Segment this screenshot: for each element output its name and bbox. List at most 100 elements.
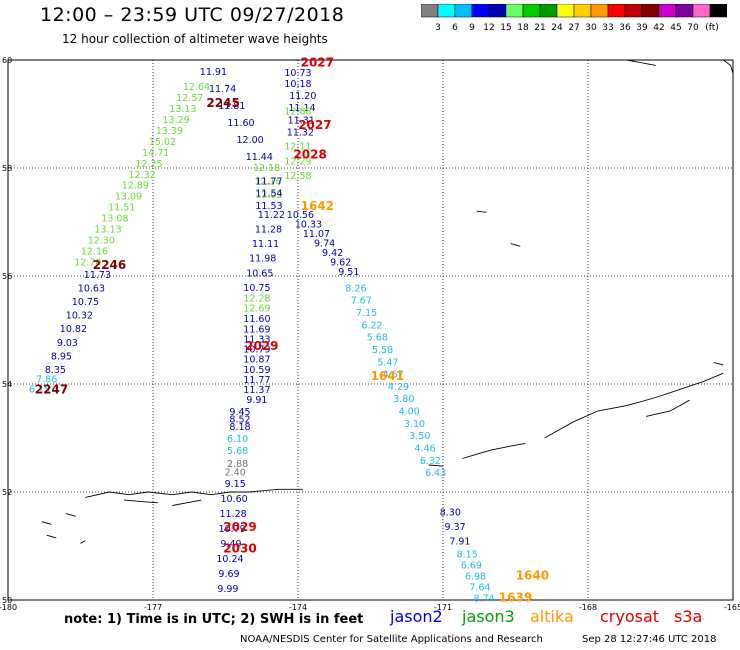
coastline [41,59,734,544]
wave-height-label: 5.68 [227,446,248,457]
wave-height-label: 11.60 [227,118,254,129]
scale-swatch [641,4,660,18]
wave-height-label: 9.74 [314,239,335,250]
pass-time-label: 2030 [223,542,256,556]
scale-label: 45 [670,23,681,33]
scale-swatch [539,4,558,18]
wave-height-label: 11.98 [249,254,276,265]
wave-height-label: 11.32 [287,127,314,138]
scale-swatch [556,4,575,18]
wave-height-label: 12.69 [243,303,270,314]
wave-height-label: 12.18 [253,163,280,174]
wave-height-label: 11.77 [255,177,282,188]
lat-tick-label: 52 [2,488,12,497]
wave-height-label: 5.68 [367,333,388,344]
lon-tick-label: -177 [144,603,162,612]
units-note: note: 1) Time is in UTC; 2) SWH is in fe… [64,612,364,627]
wave-height-label: 11.11 [252,239,279,250]
wave-height-label: 12.88 [284,106,311,117]
wave-height-label: 8.95 [51,351,72,362]
wave-height-label: 5.58 [372,345,393,356]
pass-time-label: 1639 [499,590,532,604]
wave-height-label: 6.22 [361,320,382,331]
scale-label: 12 [483,23,494,33]
wave-height-label: 10.60 [220,494,247,505]
wave-height-label: 10.59 [243,365,270,376]
wave-height-label: 10.24 [216,554,243,565]
pass-time-label: 2028 [293,148,326,162]
scale-swatch [437,4,456,18]
wave-height-label: 10.33 [295,220,322,231]
wave-height-label: 12.57 [176,93,203,104]
wave-height-label: 10.32 [66,311,93,322]
pass-time-label: 2247 [35,382,68,396]
wave-height-label: 10.63 [78,284,105,295]
wave-height-label: 11.91 [200,67,227,78]
wave-height-label: 8.15 [457,550,478,561]
wave-height-label: 10.82 [60,324,87,335]
wave-height-label: 9.03 [57,338,78,349]
wave-height-label: 8.52 [229,415,250,426]
wave-height-label: 6.32 [420,456,441,467]
pass-time-label: 2029 [223,520,256,534]
scale-label: 42 [653,23,664,33]
scale-swatch [709,4,727,18]
wave-height-label: 11.31 [288,115,315,126]
scale-swatch [488,4,507,18]
wave-height-label: 12.70 [74,258,101,269]
scale-label: 70 [687,23,699,33]
wave-height-label: 4.67 [383,370,404,381]
wave-height-label: 2.88 [227,459,248,470]
scale-label: 24 [551,23,563,33]
page-title: 12:00 – 23:59 UTC 09/27/2018 [40,4,345,26]
wave-height-label: 11.28 [255,225,282,236]
scale-label: 39 [636,23,648,33]
wave-height-label: 3.10 [404,419,425,430]
pass-time-label: 2027 [298,118,331,132]
scale-swatch [454,4,473,18]
scale-label: 30 [585,23,597,33]
wave-height-label: 6.10 [227,434,248,445]
wave-height-label: 12.00 [236,135,263,146]
wave-height-label: 13.08 [101,214,128,225]
wave-height-label: 12.16 [254,177,281,188]
lat-tick-label: 54 [2,380,12,389]
lon-tick-label: -180 [0,603,17,612]
wave-height-label: 7.91 [449,537,470,548]
wave-height-label: 9.69 [218,569,239,580]
pass-time-label: 1640 [516,569,549,583]
scale-swatch [675,4,694,18]
wave-height-label: 12.29 [284,156,311,167]
scale-swatch [607,4,626,18]
wave-height-label: 10.56 [287,210,314,221]
wave-height-label: 3.80 [393,394,414,405]
legend-altika: altika [530,607,574,626]
wave-height-label: 12.25 [135,159,162,170]
wave-height-label: 7.15 [356,308,377,319]
wave-height-label: 4.46 [415,444,436,455]
wave-height-label: 13.29 [162,115,189,126]
wave-height-label: 9.45 [229,407,250,418]
lat-tick-label: 60 [2,56,12,65]
wave-height-label: 11.77 [243,375,270,386]
wave-height-label: 5.47 [377,357,398,368]
scale-swatch [505,4,524,18]
wave-height-label: 12.32 [128,170,155,181]
wave-height-label: 6.69 [461,561,482,572]
wave-height-label: 11.14 [288,103,315,114]
scale-label: 18 [517,23,529,33]
wave-height-label: 9.99 [217,584,238,595]
legend-s3a: s3a [674,607,703,626]
wave-height-label: 13.09 [115,192,142,203]
wave-height-label: 9.15 [225,479,246,490]
wave-height-label: 12.28 [243,294,270,305]
wave-height-label: 11.69 [243,324,270,335]
legend-jason3: jason3 [462,607,515,626]
wave-height-label: 10.73 [284,68,311,79]
wave-height-label: 10.87 [243,355,270,366]
wave-height-label: 13.13 [94,225,121,236]
scale-label: 33 [602,23,613,33]
lon-tick-label: -165 [724,603,740,612]
wave-height-label: 6.43 [425,468,446,479]
